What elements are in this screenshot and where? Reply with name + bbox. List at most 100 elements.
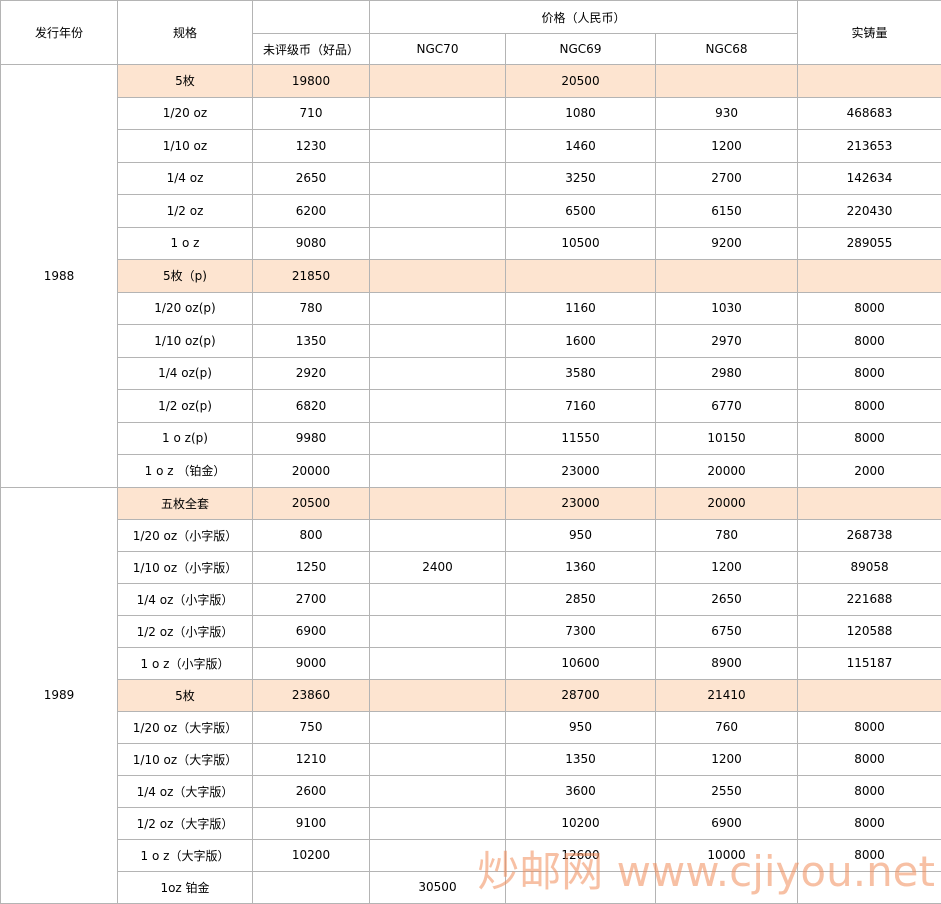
value-cell: 468683 (798, 97, 941, 130)
value-cell: 221688 (798, 583, 941, 615)
value-cell: 1250 (253, 551, 370, 583)
value-cell: 6750 (656, 615, 798, 647)
spec-cell: 1oz 铂金 (118, 871, 253, 903)
value-cell: 7300 (506, 615, 656, 647)
spec-cell: 1/2 oz (118, 195, 253, 228)
value-cell: 8000 (798, 422, 941, 455)
value-cell: 1600 (506, 325, 656, 358)
value-cell: 750 (253, 711, 370, 743)
value-cell (370, 422, 506, 455)
value-cell: 780 (656, 519, 798, 551)
table-row: 5枚（p)21850 (1, 260, 941, 293)
value-cell: 8000 (798, 743, 941, 775)
value-cell: 800 (253, 519, 370, 551)
value-cell: 3580 (506, 357, 656, 390)
value-cell: 289055 (798, 227, 941, 260)
header-cell: 规格 (118, 1, 253, 65)
spec-cell: 1/4 oz（小字版） (118, 583, 253, 615)
spec-cell: 1/20 oz（大字版） (118, 711, 253, 743)
value-cell: 6200 (253, 195, 370, 228)
watermark: 炒邮网 www.cjiyou.net (477, 838, 935, 899)
value-cell (370, 260, 506, 293)
value-cell: 89058 (798, 551, 941, 583)
value-cell (370, 615, 506, 647)
value-cell: 6150 (656, 195, 798, 228)
header-cell: 发行年份 (1, 1, 118, 65)
value-cell: 1210 (253, 743, 370, 775)
value-cell: 950 (506, 519, 656, 551)
value-cell: 8000 (798, 807, 941, 839)
value-cell: 2700 (253, 583, 370, 615)
value-cell (370, 325, 506, 358)
value-cell: 1160 (506, 292, 656, 325)
value-cell: 20500 (506, 65, 656, 98)
value-cell: 268738 (798, 519, 941, 551)
spec-cell: 5枚（p) (118, 260, 253, 293)
value-cell: 23000 (506, 487, 656, 519)
value-cell: 28700 (506, 679, 656, 711)
spec-cell: 1/4 oz(p) (118, 357, 253, 390)
header-cell: 价格（人民币） (370, 1, 798, 34)
year-cell: 1988 (1, 65, 118, 488)
value-cell: 115187 (798, 647, 941, 679)
value-cell: 6500 (506, 195, 656, 228)
value-cell: 1200 (656, 130, 798, 163)
spec-cell: 5枚 (118, 65, 253, 98)
value-cell (370, 292, 506, 325)
value-cell: 2970 (656, 325, 798, 358)
value-cell: 3600 (506, 775, 656, 807)
value-cell: 1230 (253, 130, 370, 163)
value-cell (370, 97, 506, 130)
spec-cell: 1/4 oz（大字版） (118, 775, 253, 807)
value-cell: 2980 (656, 357, 798, 390)
value-cell: 6900 (253, 615, 370, 647)
spec-cell: 1 o z(p) (118, 422, 253, 455)
value-cell: 21850 (253, 260, 370, 293)
spec-cell: 1/10 oz(p) (118, 325, 253, 358)
value-cell: 10500 (506, 227, 656, 260)
value-cell: 213653 (798, 130, 941, 163)
value-cell: 10150 (656, 422, 798, 455)
spec-cell: 1/2 oz（小字版） (118, 615, 253, 647)
value-cell: 8000 (798, 390, 941, 423)
value-cell (253, 871, 370, 903)
year-cell: 1989 (1, 487, 118, 903)
value-cell: 1350 (253, 325, 370, 358)
value-cell: 1350 (506, 743, 656, 775)
spec-cell: 1 o z （铂金） (118, 455, 253, 488)
spec-cell: 1/2 oz(p) (118, 390, 253, 423)
value-cell (798, 260, 941, 293)
value-cell: 120588 (798, 615, 941, 647)
value-cell: 20500 (253, 487, 370, 519)
value-cell: 220430 (798, 195, 941, 228)
value-cell: 2550 (656, 775, 798, 807)
value-cell (798, 65, 941, 98)
value-cell: 6900 (656, 807, 798, 839)
value-cell: 1460 (506, 130, 656, 163)
value-cell (370, 227, 506, 260)
value-cell: 1360 (506, 551, 656, 583)
value-cell (798, 679, 941, 711)
value-cell (370, 711, 506, 743)
value-cell (370, 647, 506, 679)
spec-cell: 1 o z（大字版） (118, 839, 253, 871)
value-cell (370, 455, 506, 488)
value-cell: 8900 (656, 647, 798, 679)
